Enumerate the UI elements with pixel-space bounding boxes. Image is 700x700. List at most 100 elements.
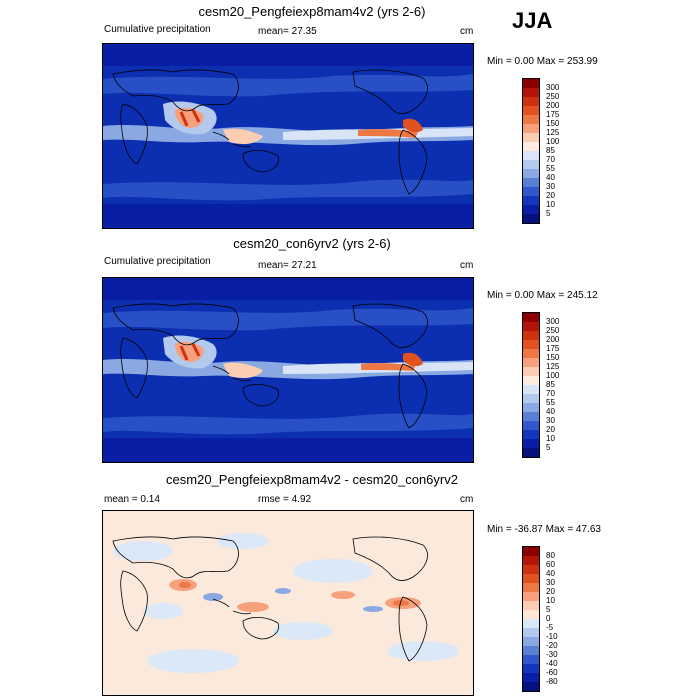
panel1-units: cm: [460, 26, 474, 37]
panel2-units: cm: [460, 260, 474, 271]
colorbar-swatch: [523, 331, 539, 340]
colorbar-swatch: [523, 178, 539, 187]
colorbar-label: 40: [546, 407, 555, 416]
panel2-mean: mean= 27.21: [258, 260, 317, 271]
panel3-rmse: rmse = 4.92: [258, 494, 312, 505]
colorbar-swatch: [523, 160, 539, 169]
panel3-map-svg: [103, 511, 473, 695]
colorbar-label: 5: [546, 443, 551, 452]
colorbar-swatch: [523, 619, 539, 628]
colorbar-label: 40: [546, 569, 555, 578]
colorbar-label: 85: [546, 146, 555, 155]
colorbar-swatch: [523, 79, 539, 88]
colorbar-swatch: [523, 340, 539, 349]
colorbar-swatch: [523, 421, 539, 430]
colorbar-swatch: [523, 682, 539, 691]
colorbar-label: 30: [546, 416, 555, 425]
colorbar-label: 10: [546, 200, 555, 209]
colorbar-label: 300: [546, 83, 560, 92]
colorbar-swatch: [523, 592, 539, 601]
colorbar-swatch: [523, 367, 539, 376]
colorbar-label: 200: [546, 101, 560, 110]
colorbar-swatch: [523, 88, 539, 97]
panel1-colorbar: 300 250 200 175 150 125 100 85 70 55 40 30 20 10 5: [522, 78, 559, 224]
colorbar-swatch: [523, 124, 539, 133]
colorbar-label: -5: [546, 623, 554, 632]
panel3-map: [102, 510, 474, 696]
colorbar-label: 20: [546, 587, 555, 596]
colorbar-label: 85: [546, 380, 555, 389]
colorbar-label: 100: [546, 371, 560, 380]
colorbar-label: 10: [546, 596, 555, 605]
colorbar-swatch: [523, 610, 539, 619]
colorbar-swatch: [523, 574, 539, 583]
colorbar-swatch: [523, 565, 539, 574]
colorbar-swatch: [523, 349, 539, 358]
colorbar-swatch: [523, 448, 539, 457]
colorbar-swatch: [523, 97, 539, 106]
colorbar-label: 175: [546, 344, 560, 353]
panel1-title: cesm20_Pengfeiexp8mam4v2 (yrs 2-6): [198, 4, 426, 19]
colorbar-label: 40: [546, 173, 555, 182]
colorbar-label: 5: [546, 605, 551, 614]
colorbar-swatch: [523, 412, 539, 421]
panel1-minmax: Min = 0.00 Max = 253.99: [487, 56, 598, 67]
panel2-colorbar-swatches: [522, 312, 540, 458]
colorbar-swatch: [523, 322, 539, 331]
panel2-minmax: Min = 0.00 Max = 245.12: [487, 290, 598, 301]
colorbar-label: 70: [546, 389, 555, 398]
colorbar-swatch: [523, 385, 539, 394]
panel3-title: cesm20_Pengfeiexp8mam4v2 - cesm20_con6yr…: [166, 472, 458, 487]
colorbar-label: 10: [546, 434, 555, 443]
colorbar-label: 175: [546, 110, 560, 119]
colorbar-label: 60: [546, 560, 555, 569]
colorbar-label: 30: [546, 182, 555, 191]
colorbar-swatch: [523, 430, 539, 439]
colorbar-swatch: [523, 637, 539, 646]
colorbar-swatch: [523, 556, 539, 565]
colorbar-label: -60: [546, 668, 558, 677]
panel2-map: [102, 277, 474, 463]
season-label: JJA: [512, 8, 553, 33]
colorbar-swatch: [523, 313, 539, 322]
colorbar-swatch: [523, 196, 539, 205]
colorbar-swatch: [523, 376, 539, 385]
panel1-mean: mean= 27.35: [258, 26, 317, 37]
colorbar-label: 0: [546, 614, 551, 623]
colorbar-label: 5: [546, 209, 551, 218]
colorbar-label: 150: [546, 119, 560, 128]
colorbar-swatch: [523, 655, 539, 664]
panel3-units: cm: [460, 494, 474, 505]
colorbar-swatch: [523, 547, 539, 556]
colorbar-label: 125: [546, 362, 560, 371]
colorbar-swatch: [523, 106, 539, 115]
panel1-left-text: Cumulative precipitation: [104, 24, 211, 35]
colorbar-swatch: [523, 169, 539, 178]
colorbar-label: -40: [546, 659, 558, 668]
colorbar-label: 55: [546, 398, 555, 407]
colorbar-label: 55: [546, 164, 555, 173]
colorbar-swatch: [523, 403, 539, 412]
panel2-colorbar: 300 250 200 175 150 125 100 85 70 55 40 30 20 10 5: [522, 312, 559, 458]
colorbar-label: 125: [546, 128, 560, 137]
colorbar-label: 80: [546, 551, 555, 560]
colorbar-swatch: [523, 142, 539, 151]
panel3-mean: mean = 0.14: [104, 494, 160, 505]
colorbar-label: 150: [546, 353, 560, 362]
colorbar-label: 70: [546, 155, 555, 164]
colorbar-label: 20: [546, 425, 555, 434]
colorbar-label: 300: [546, 317, 560, 326]
panel2-title: cesm20_con6yrv2 (yrs 2-6): [233, 236, 391, 251]
colorbar-swatch: [523, 358, 539, 367]
panel2-left-text: Cumulative precipitation: [104, 256, 211, 267]
panel1-map-svg: [103, 44, 473, 228]
colorbar-swatch: [523, 628, 539, 637]
colorbar-label: 20: [546, 191, 555, 200]
colorbar-swatch: [523, 439, 539, 448]
colorbar-swatch: [523, 601, 539, 610]
colorbar-label: 30: [546, 578, 555, 587]
colorbar-swatch: [523, 205, 539, 214]
colorbar-label: 250: [546, 326, 560, 335]
colorbar-swatch: [523, 394, 539, 403]
colorbar-swatch: [523, 151, 539, 160]
